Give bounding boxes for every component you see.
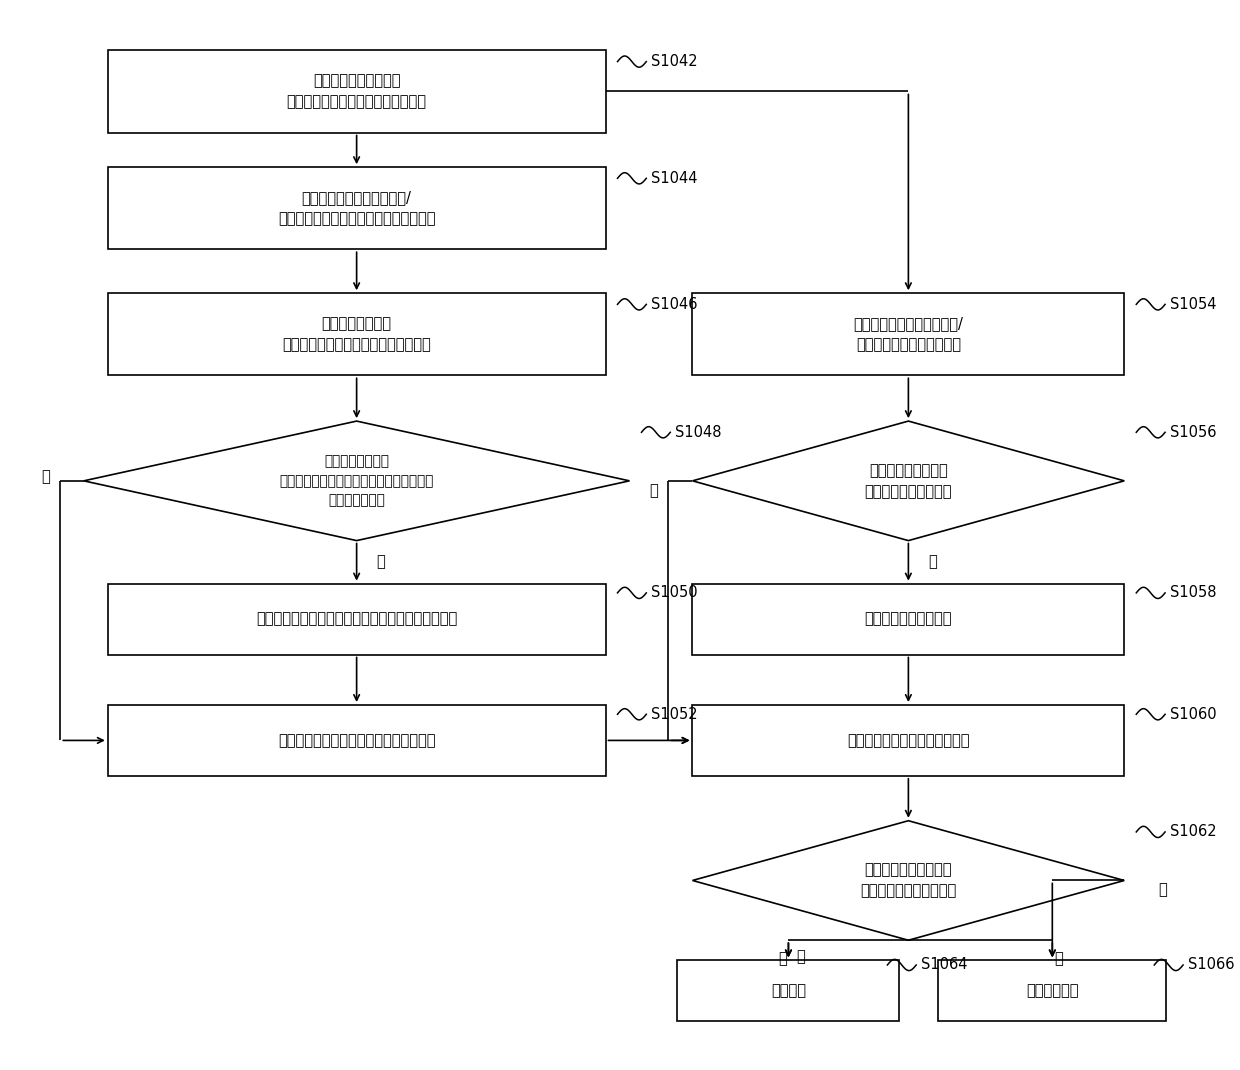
Text: 再次判断接水盘内的冷
凝水量是否小于设定阈值: 再次判断接水盘内的冷 凝水量是否小于设定阈值 [861,862,956,899]
Text: 控制当前室内机的水泵继续运行第二时长阈值后关闭: 控制当前室内机的水泵继续运行第二时长阈值后关闭 [255,612,458,627]
Bar [939,960,1167,1021]
Bar [108,167,605,249]
Text: 判断接水盘内的冷凝
水量是否小于设定阈值: 判断接水盘内的冷凝 水量是否小于设定阈值 [864,463,952,499]
Text: 检测到室内机以制冷模式和/
或除湿模式运行，控制水泵维持开启状态: 检测到室内机以制冷模式和/ 或除湿模式运行，控制水泵维持开启状态 [278,190,435,226]
Bar [692,705,1125,776]
Text: S1046: S1046 [651,296,698,311]
Text: S1050: S1050 [651,585,698,600]
Polygon shape [692,422,1125,540]
Text: S1058: S1058 [1169,585,1216,600]
Text: 否: 否 [650,483,658,498]
Text: 是: 是 [376,554,384,569]
Polygon shape [84,422,630,540]
Text: S1064: S1064 [921,958,967,973]
Text: 否: 否 [41,469,50,484]
Text: S1060: S1060 [1169,707,1216,722]
Bar [108,50,605,133]
Text: S1048: S1048 [675,425,722,440]
Text: 控制水泵维持关闭状态: 控制水泵维持关闭状态 [864,612,952,627]
Bar [108,583,605,655]
Bar [692,293,1125,376]
Bar [677,960,899,1021]
Text: 检测到室内机接通电源
后，开启水泵，并持续第一时长阈值: 检测到室内机接通电源 后，开启水泵，并持续第一时长阈值 [286,74,427,109]
Text: S1044: S1044 [651,171,698,186]
Polygon shape [692,821,1125,941]
Text: 否: 否 [1054,951,1063,966]
Text: S1062: S1062 [1169,824,1216,840]
Text: 关闭水泵: 关闭水泵 [771,983,806,998]
Text: 是: 是 [777,951,787,966]
Text: S1066: S1066 [1188,958,1234,973]
Text: 控制当前室内机的水泵继续维持开启状态: 控制当前室内机的水泵继续维持开启状态 [278,733,435,748]
Text: 否: 否 [1158,883,1167,898]
Text: 检测到当前室内机
达到设定工况停机，判断其他室内机是否全
部处于关机状态: 检测到当前室内机 达到设定工况停机，判断其他室内机是否全 部处于关机状态 [279,455,434,507]
Bar [108,705,605,776]
Text: 是: 是 [928,554,936,569]
Text: S1054: S1054 [1169,296,1216,311]
Text: 开启水泵，并持续第三时长阈值: 开启水泵，并持续第三时长阈值 [847,733,970,748]
Text: 发出报警信号: 发出报警信号 [1025,983,1079,998]
Text: S1042: S1042 [651,55,698,70]
Bar [108,293,605,376]
Text: S1052: S1052 [651,707,698,722]
Bar [692,583,1125,655]
Text: 是: 是 [796,949,805,964]
Text: 接收到关机指令，
控制水泵继续运行第二时长阈值后关闭: 接收到关机指令， 控制水泵继续运行第二时长阈值后关闭 [283,317,432,352]
Text: 检测到室内机以制热模式和/
或送风模式运行，关闭水泵: 检测到室内机以制热模式和/ 或送风模式运行，关闭水泵 [853,317,963,352]
Text: S1056: S1056 [1169,425,1216,440]
